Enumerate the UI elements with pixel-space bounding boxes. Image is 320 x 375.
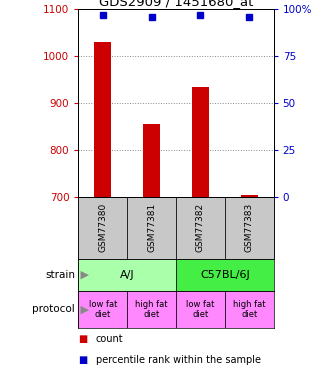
Bar bbox=[225, 197, 274, 259]
Text: ▶: ▶ bbox=[77, 304, 89, 314]
Text: ■: ■ bbox=[78, 355, 88, 365]
Text: C57BL/6J: C57BL/6J bbox=[200, 270, 250, 280]
Bar bbox=[176, 259, 274, 291]
Text: GSM77380: GSM77380 bbox=[98, 203, 107, 252]
Text: GSM77382: GSM77382 bbox=[196, 203, 205, 252]
Bar bbox=[78, 259, 176, 291]
Bar bbox=[94, 42, 111, 197]
Bar bbox=[241, 195, 258, 197]
Bar bbox=[225, 291, 274, 328]
Text: protocol: protocol bbox=[32, 304, 75, 314]
Text: GSM77381: GSM77381 bbox=[147, 203, 156, 252]
Bar bbox=[176, 291, 225, 328]
Text: percentile rank within the sample: percentile rank within the sample bbox=[96, 355, 261, 365]
Text: strain: strain bbox=[45, 270, 75, 280]
Bar bbox=[192, 87, 209, 197]
Text: GSM77383: GSM77383 bbox=[245, 203, 254, 252]
Text: high fat
diet: high fat diet bbox=[233, 300, 266, 319]
Text: ■: ■ bbox=[78, 334, 88, 344]
Bar bbox=[127, 197, 176, 259]
Text: low fat
diet: low fat diet bbox=[89, 300, 117, 319]
Text: ▶: ▶ bbox=[77, 270, 89, 280]
Bar bbox=[78, 197, 127, 259]
Text: low fat
diet: low fat diet bbox=[186, 300, 215, 319]
Text: high fat
diet: high fat diet bbox=[135, 300, 168, 319]
Text: count: count bbox=[96, 334, 124, 344]
Bar bbox=[176, 197, 225, 259]
Title: GDS2909 / 1451680_at: GDS2909 / 1451680_at bbox=[99, 0, 253, 8]
Bar bbox=[143, 124, 160, 197]
Bar bbox=[78, 291, 127, 328]
Text: A/J: A/J bbox=[120, 270, 134, 280]
Bar bbox=[127, 291, 176, 328]
